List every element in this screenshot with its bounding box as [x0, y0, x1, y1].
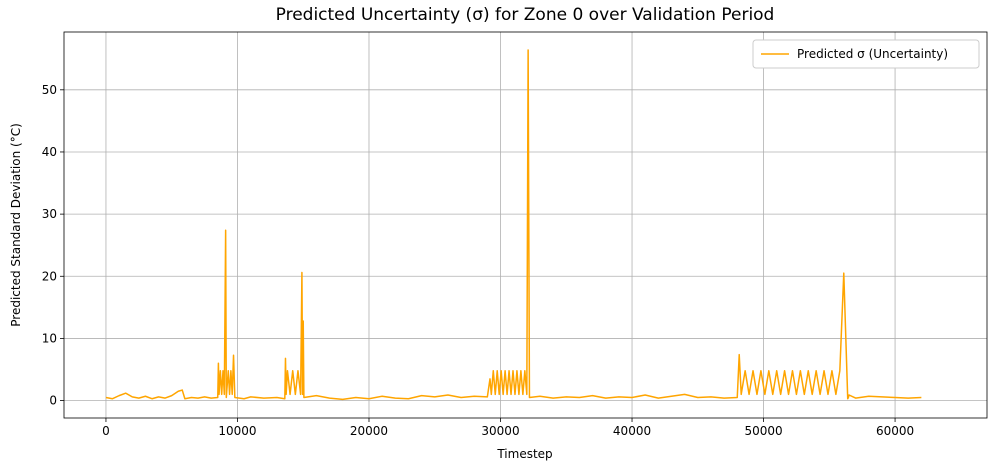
y-tick-label: 30: [42, 207, 57, 221]
y-tick-label: 20: [42, 269, 57, 283]
legend-box: [752, 39, 980, 69]
x-tick-label: 40000: [613, 424, 651, 438]
y-axis-label: Predicted Standard Deviation (°C): [9, 123, 23, 327]
y-tick-label: 0: [49, 394, 57, 408]
x-tick-label: 20000: [350, 424, 388, 438]
y-tick-label: 50: [42, 83, 57, 97]
x-tick-label: 0: [102, 424, 110, 438]
x-tick-label: 30000: [481, 424, 519, 438]
y-tick-label: 40: [42, 145, 57, 159]
x-tick-label: 50000: [744, 424, 782, 438]
x-tick-label: 60000: [876, 424, 914, 438]
plot-frame: [63, 31, 988, 419]
x-axis-label: Timestep: [496, 447, 552, 461]
x-tick-label: 10000: [218, 424, 256, 438]
data-line: [105, 49, 922, 401]
legend-label: Predicted σ (Uncertainty): [797, 47, 948, 61]
chart-title: Predicted Uncertainty (σ) for Zone 0 ove…: [276, 5, 775, 25]
y-tick-label: 10: [42, 331, 57, 345]
